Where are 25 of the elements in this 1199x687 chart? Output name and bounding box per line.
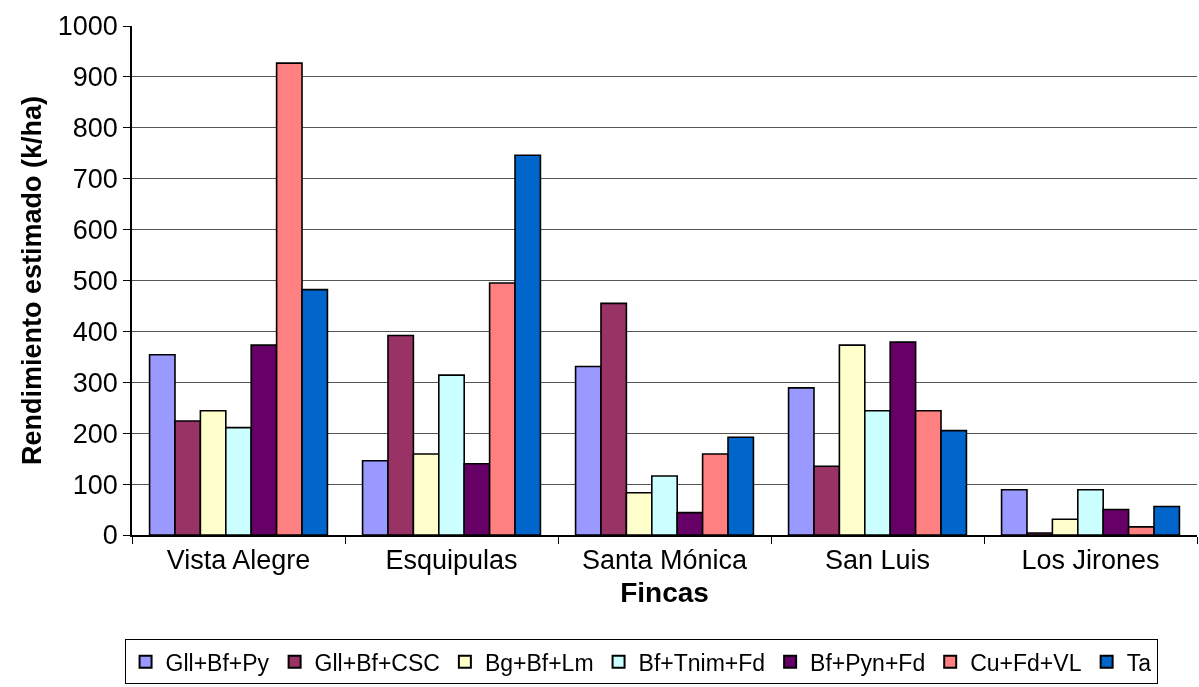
x-tick-label: Vista Alegre [166,545,311,576]
y-axis-title: Rendimiento estimado (k/ha) [17,95,48,466]
x-tick-label: Los Jirones [1021,545,1160,576]
y-tick-label: 100 [72,469,118,500]
y-tick-label: 700 [72,164,118,195]
legend-label: Gll+Bf+Py [165,649,270,676]
y-tick-label: 200 [72,418,118,449]
y-tick-label: 400 [72,316,118,347]
legend-label: Gll+Bf+CSC [314,649,440,676]
x-tick-label: Esquipulas [385,545,518,576]
legend-label: Cu+Fd+VL [970,649,1082,676]
legend-label: Bf+Pyn+Fd [810,649,926,676]
x-tick-label: San Luis [824,545,931,576]
x-tick-label: Santa Mónica [581,545,749,576]
legend-label: Bg+Bf+Lm [484,649,594,676]
legend-label: Bf+Tnim+Fd [638,649,766,676]
legend-label: Ta [1126,649,1152,676]
y-tick-label: 300 [72,367,118,398]
y-tick-label: 900 [72,62,118,93]
y-tick-label: 500 [72,265,118,296]
y-tick-label: 800 [72,113,118,144]
y-tick-label: 1000 [57,11,118,42]
y-tick-label: 0 [102,520,118,551]
x-axis-title: Fincas [620,576,709,608]
y-tick-label: 600 [72,215,118,246]
